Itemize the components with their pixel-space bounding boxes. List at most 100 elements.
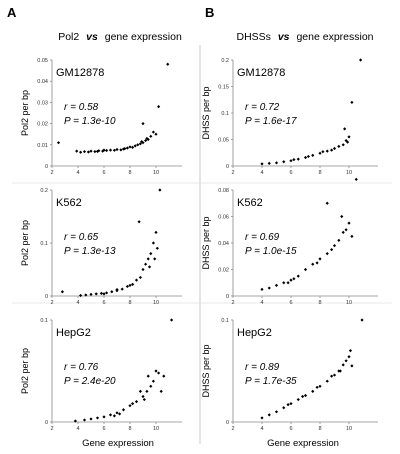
data-point — [142, 397, 146, 402]
x-tick-label: 8 — [318, 426, 321, 432]
correlation-p: P = 1.7e-35 — [245, 376, 297, 387]
correlation-p: P = 1.0e-15 — [245, 246, 297, 257]
data-point — [137, 220, 141, 224]
data-point — [146, 257, 150, 261]
data-point — [286, 403, 290, 407]
x-tick-label: 10 — [153, 170, 159, 176]
data-point — [120, 287, 124, 291]
data-point — [289, 278, 293, 282]
panel-a-title-vs: vs — [86, 31, 98, 43]
data-point — [315, 261, 319, 265]
data-point — [94, 292, 98, 296]
data-point — [325, 252, 329, 256]
data-point — [274, 410, 279, 414]
x-tick-label: 8 — [128, 426, 131, 432]
data-point — [112, 148, 116, 152]
data-point — [141, 267, 145, 272]
data-point — [337, 238, 341, 242]
scatter-plots: 2 4 6 8 10 0 0.01 0.02 0.03 0.04 0.05 Pol2 per bp GM… — [20, 58, 378, 432]
data-point — [145, 389, 149, 393]
y-tick-label: 0.01 — [37, 143, 48, 149]
y-tick-label: 0.06 — [218, 215, 229, 221]
panel-a-title-right: gene expression — [105, 31, 182, 43]
cell-line-label: GM12878 — [237, 67, 285, 79]
data-point — [311, 262, 315, 266]
data-point — [260, 287, 264, 291]
data-point — [350, 100, 354, 104]
data-point — [151, 130, 155, 134]
x-tick-label: 4 — [260, 300, 263, 306]
panel-a-title: Pol2 vs gene expression — [58, 31, 182, 43]
data-point — [136, 143, 140, 147]
data-point — [340, 214, 344, 219]
data-point — [102, 415, 106, 419]
y-tick-label: 0.1 — [40, 241, 48, 247]
data-point — [144, 262, 148, 266]
data-point — [330, 148, 334, 152]
data-point — [125, 146, 129, 150]
correlation-r: r = 0.72 — [245, 102, 280, 113]
plot-b-hepg2: 2 4 6 8 10 0 0.1 DHSS per bp HepG2 r = 0.89 P = 1.… — [201, 318, 378, 432]
data-point — [82, 149, 87, 154]
data-point — [95, 416, 100, 420]
correlation-r: r = 0.65 — [64, 232, 99, 243]
data-point — [301, 394, 305, 399]
plot-a-hepg2: 2 4 6 8 10 0 0.1 Pol2 per bp HepG2 r = 0.76 P = 2.… — [20, 318, 182, 432]
data-point — [306, 154, 310, 159]
data-point — [56, 141, 61, 145]
data-point — [344, 138, 348, 143]
data-point — [134, 278, 139, 282]
data-point — [131, 282, 135, 286]
data-point — [289, 159, 293, 163]
data-point — [146, 374, 150, 378]
data-point — [110, 290, 114, 294]
x-tick-label: 10 — [346, 426, 352, 432]
x-tick-label: 6 — [102, 300, 105, 306]
data-point — [344, 359, 348, 363]
correlation-p: P = 1.6e-17 — [245, 116, 297, 127]
y-tick-label: 0 — [45, 420, 48, 426]
data-point — [60, 290, 64, 294]
data-point — [274, 161, 279, 165]
data-point — [154, 369, 158, 373]
plot-a-gm12878: 2 4 6 8 10 0 0.01 0.02 0.03 0.04 0.05 Pol2 per bp GM… — [20, 58, 182, 176]
y-axis-label: DHSS per bp — [201, 344, 211, 397]
data-point — [108, 148, 113, 152]
data-point — [99, 291, 103, 295]
y-tick-label: 0.03 — [37, 100, 48, 106]
data-point — [154, 132, 158, 136]
plot-b-gm12878: 2 4 6 8 10 0 0.05 0.1 0.15 0.2 DHSS per bp GM12878 r… — [201, 58, 378, 176]
panel-letter-a: A — [7, 5, 17, 20]
panel-a-title-left: Pol2 — [58, 31, 79, 43]
data-point — [128, 283, 132, 287]
data-point — [128, 145, 132, 149]
data-point — [131, 145, 135, 149]
data-point — [315, 385, 319, 389]
x-tick-label: 6 — [289, 426, 292, 432]
data-point — [330, 248, 334, 252]
data-point — [75, 149, 79, 153]
data-point — [102, 292, 106, 296]
x-tick-label: 2 — [231, 426, 234, 432]
data-point — [267, 286, 271, 290]
y-tick-label: 0.02 — [37, 122, 48, 128]
data-point — [89, 417, 93, 421]
y-tick-label: 0.04 — [37, 79, 48, 85]
y-axis-label: DHSS per bp — [201, 216, 211, 269]
data-point — [149, 384, 153, 388]
data-point — [138, 389, 142, 393]
data-point — [123, 147, 127, 151]
data-point — [102, 148, 106, 152]
data-point — [303, 393, 308, 398]
data-point — [105, 148, 109, 153]
data-point — [282, 406, 286, 410]
correlation-r: r = 0.76 — [64, 362, 99, 373]
y-axis-label: Pol2 per bp — [20, 90, 30, 136]
data-point — [296, 274, 300, 278]
data-point — [108, 413, 113, 417]
data-point — [360, 318, 364, 322]
data-point — [121, 408, 126, 412]
y-tick-label: 0.1 — [40, 318, 48, 324]
data-point — [318, 384, 322, 388]
